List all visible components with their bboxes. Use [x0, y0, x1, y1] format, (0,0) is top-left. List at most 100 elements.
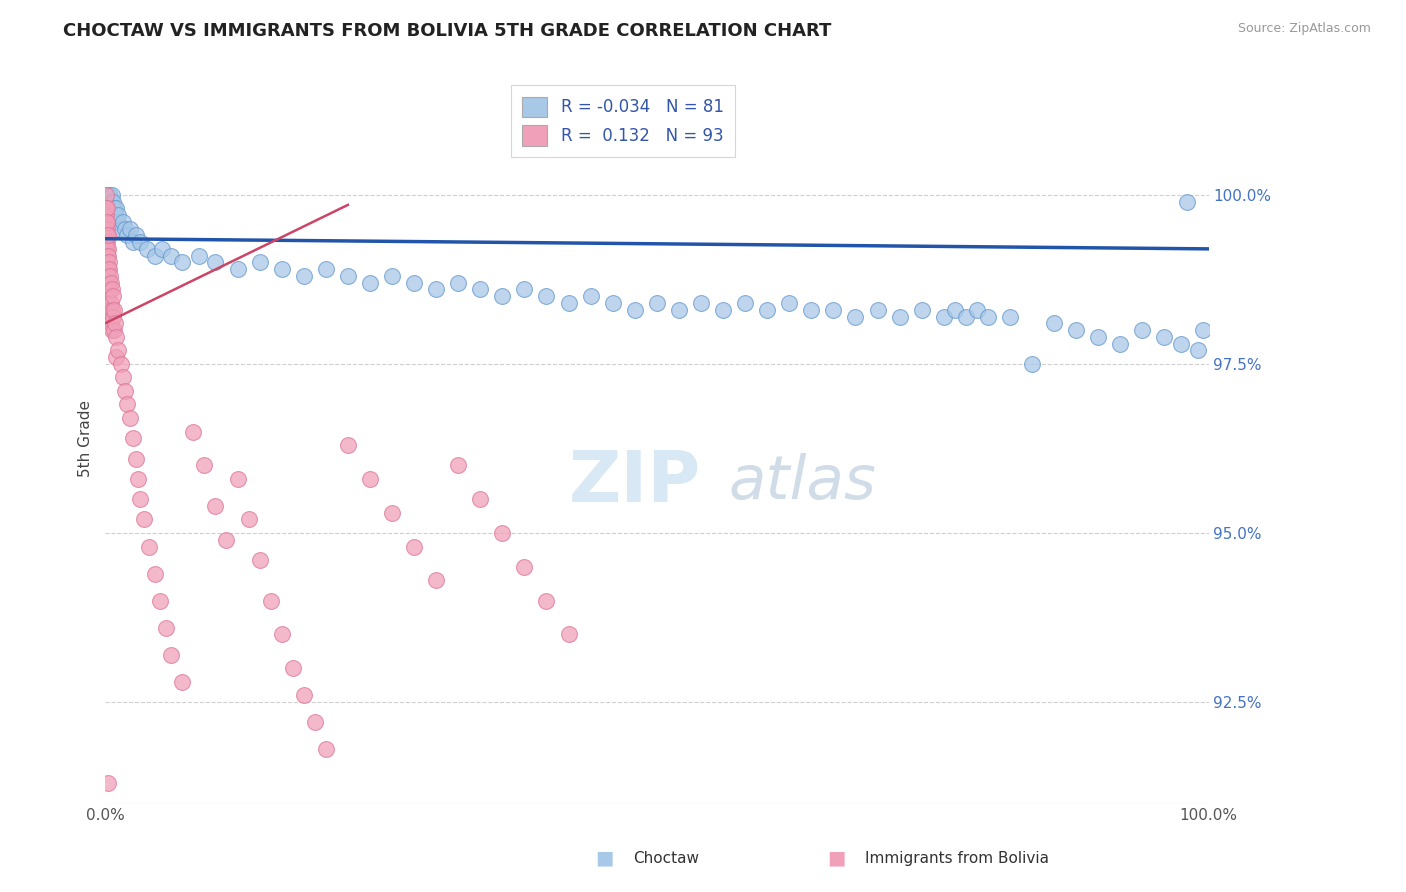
Point: [96, 235, 118, 249]
Point: [155, 621, 177, 635]
Point: [623, 302, 645, 317]
Point: [100, 187, 122, 202]
Point: [111, 370, 134, 384]
Point: [336, 438, 359, 452]
Point: [121, 235, 143, 249]
Point: [966, 302, 988, 317]
Point: [823, 302, 845, 317]
Point: [103, 302, 125, 317]
Point: [96, 255, 118, 269]
Point: [800, 302, 823, 317]
Point: [143, 566, 166, 581]
Point: [96, 215, 118, 229]
Point: [96, 262, 118, 277]
Point: [513, 283, 536, 297]
Point: [172, 255, 194, 269]
Point: [911, 302, 934, 317]
Point: [932, 310, 955, 324]
Point: [557, 296, 579, 310]
Point: [1087, 330, 1109, 344]
Point: [304, 715, 326, 730]
Point: [183, 425, 205, 439]
Point: [114, 221, 136, 235]
Point: [96, 255, 118, 269]
Point: [98, 268, 121, 283]
Point: [107, 343, 129, 358]
Point: [215, 533, 238, 547]
Point: [491, 526, 513, 541]
Point: [734, 296, 756, 310]
Point: [104, 208, 127, 222]
Point: [94, 202, 117, 216]
Point: [97, 289, 120, 303]
Point: [536, 289, 558, 303]
Point: [101, 310, 124, 324]
Legend: R = -0.034   N = 81, R =  0.132   N = 93: R = -0.034 N = 81, R = 0.132 N = 93: [510, 85, 735, 157]
Point: [470, 283, 492, 297]
Point: [249, 553, 271, 567]
Point: [96, 187, 118, 202]
Point: [149, 593, 172, 607]
Point: [110, 221, 132, 235]
Point: [100, 283, 122, 297]
Point: [110, 357, 132, 371]
Point: [103, 202, 125, 216]
Point: [100, 296, 122, 310]
Point: [1170, 336, 1192, 351]
Point: [381, 268, 404, 283]
Point: [101, 194, 124, 209]
Point: [943, 302, 966, 317]
Point: [98, 262, 121, 277]
Point: [404, 276, 426, 290]
Point: [105, 330, 128, 344]
Point: [1132, 323, 1154, 337]
Point: [756, 302, 779, 317]
Point: [711, 302, 734, 317]
Y-axis label: 5th Grade: 5th Grade: [79, 400, 93, 477]
Point: [359, 276, 381, 290]
Point: [96, 194, 118, 209]
Point: [160, 648, 183, 662]
Point: [425, 574, 447, 588]
Point: [359, 472, 381, 486]
Point: [998, 310, 1021, 324]
Point: [100, 208, 122, 222]
Point: [98, 302, 121, 317]
Point: [690, 296, 713, 310]
Point: [125, 451, 148, 466]
Point: [97, 262, 120, 277]
Point: [101, 289, 124, 303]
Point: [97, 242, 120, 256]
Point: [100, 302, 122, 317]
Point: [557, 627, 579, 641]
Point: [104, 316, 127, 330]
Point: [97, 228, 120, 243]
Point: [513, 559, 536, 574]
Point: [315, 262, 337, 277]
Point: [100, 194, 122, 209]
Point: [114, 384, 136, 398]
Point: [100, 323, 122, 337]
Point: [602, 296, 624, 310]
Point: [1109, 336, 1132, 351]
Point: [96, 276, 118, 290]
Point: [96, 249, 118, 263]
Point: [120, 221, 142, 235]
Point: [96, 235, 118, 249]
Point: [259, 593, 281, 607]
Point: [281, 661, 304, 675]
Point: [1192, 323, 1215, 337]
Point: [249, 255, 271, 269]
Point: [96, 228, 118, 243]
Point: [94, 228, 117, 243]
Point: [121, 431, 143, 445]
Point: [97, 202, 120, 216]
Point: [404, 540, 426, 554]
Point: [579, 289, 602, 303]
Point: [94, 235, 117, 249]
Point: [336, 268, 359, 283]
Point: [270, 627, 292, 641]
Point: [98, 194, 121, 209]
Point: [977, 310, 1000, 324]
Point: [447, 276, 470, 290]
